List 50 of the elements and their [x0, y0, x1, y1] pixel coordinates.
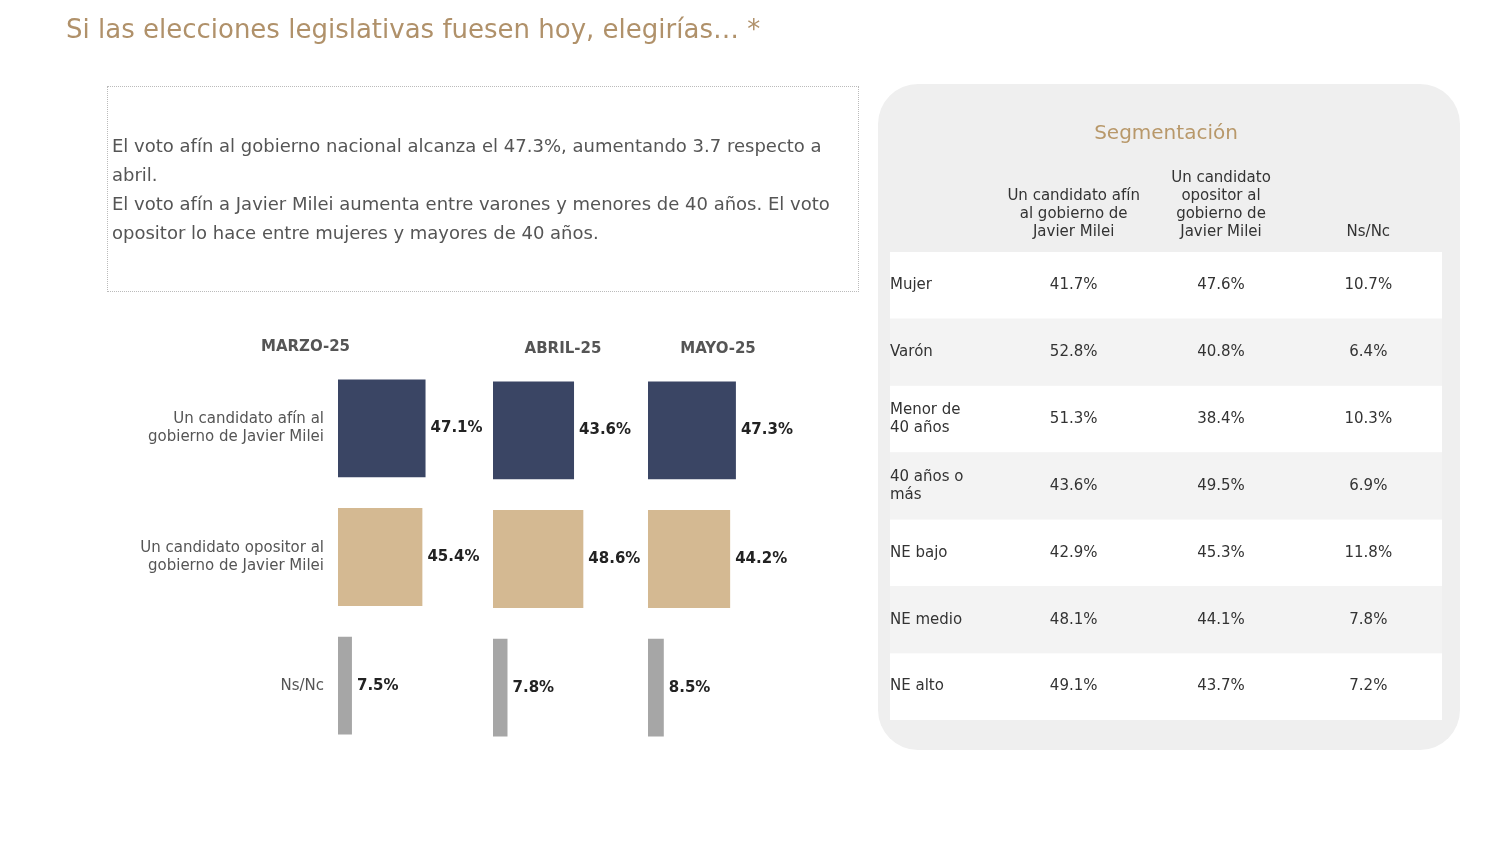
chart-title: MAYO-25 [680, 338, 756, 357]
data-label: 43.7% [1197, 676, 1245, 695]
data-label: 6.9% [1349, 475, 1388, 494]
data-label: 7.8% [1349, 609, 1388, 628]
y-tick-label: Un candidato afín al gobierno de Javier Milei [148, 409, 324, 446]
y-tick-label: NE alto [890, 676, 944, 695]
data-label: 47.6% [1197, 275, 1245, 294]
data-label: 44.2% [735, 548, 788, 567]
data-label: 7.8% [512, 677, 555, 696]
data-label: 11.8% [1344, 542, 1393, 561]
y-tick-label: Un candidato opositor al gobierno de Javier Milei [140, 537, 324, 574]
data-label: 8.5% [668, 677, 711, 696]
chart-title: Segmentación [1094, 120, 1238, 145]
data-label: 41.7% [1049, 275, 1098, 294]
x-tick-label: Un candidato afín al gobierno de Javier Milei [1007, 185, 1140, 240]
data-label: 10.3% [1344, 409, 1393, 428]
data-label: 10.7% [1344, 275, 1393, 294]
chart-title: ABRIL-25 [524, 338, 602, 357]
x-tick-label: Ns/Nc [1346, 221, 1391, 240]
data-label: 51.3% [1049, 409, 1098, 428]
data-label: 45.3% [1197, 542, 1245, 561]
data-label: 7.5% [356, 675, 399, 694]
data-label: 49.5% [1197, 475, 1245, 494]
data-label: 45.4% [427, 546, 480, 565]
data-label: 7.2% [1349, 676, 1388, 695]
data-label: 48.6% [588, 548, 641, 567]
text: El voto afín a Javier Milei aumenta entre varones y menores de 40 años. El voto opositor lo hace entre mujeres y mayores de 40 años. [112, 192, 831, 245]
data-label: 40.8% [1197, 342, 1245, 361]
y-tick-label: NE bajo [890, 542, 948, 561]
text: El voto afín al gobierno nacional alcanza el 47.3%, aumentando 3.7 respecto a abril. [112, 134, 823, 187]
data-label: 42.9% [1049, 542, 1098, 561]
y-tick-label: NE medio [890, 609, 963, 628]
data-label: 52.8% [1049, 342, 1098, 361]
data-label: 43.6% [1049, 475, 1098, 494]
data-label: 6.4% [1349, 342, 1388, 361]
chart-title: MARZO-25 [260, 336, 351, 355]
y-tick-label: Mujer [890, 275, 933, 294]
y-tick-label: 40 años o más [890, 466, 964, 503]
data-label: 38.4% [1197, 409, 1245, 428]
data-label: 49.1% [1049, 676, 1098, 695]
y-tick-label: Ns/Nc [280, 675, 324, 694]
y-tick-label: Varón [890, 342, 933, 361]
y-tick-label: Menor de 40 años [890, 400, 961, 437]
data-label: 48.1% [1049, 609, 1098, 628]
data-label: 47.3% [740, 420, 793, 439]
text: Si las elecciones legislativas fuesen hoy, elegirías… * [66, 14, 761, 44]
data-label: 43.6% [579, 420, 632, 439]
data-label: 47.1% [430, 418, 483, 437]
x-tick-label: Un candidato opositor al gobierno de Javier Milei [1171, 167, 1271, 240]
data-label: 44.1% [1197, 609, 1245, 628]
